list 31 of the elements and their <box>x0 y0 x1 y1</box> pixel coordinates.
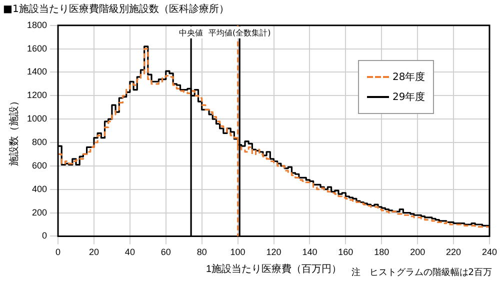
y-tick-label: 600 <box>32 160 48 170</box>
x-tick-label: 0 <box>56 247 61 258</box>
x-tick-label: 20 <box>88 247 99 258</box>
text: 注 ヒストグラムの階級幅は2百万 <box>351 266 492 278</box>
x-tick-label: 100 <box>230 247 246 258</box>
x-tick-label: 200 <box>410 247 426 258</box>
y-tick-label: 1200 <box>26 90 48 100</box>
y-tick-label: 200 <box>32 207 48 218</box>
y-axis-title: 施設数（施設） <box>8 96 20 166</box>
chart-title: ■1施設当たり医療費階級別施設数（医科診療所） <box>3 2 229 17</box>
ref-line-label: 平均値(全数集計) <box>208 28 271 38</box>
x-tick-label: 60 <box>160 247 171 258</box>
legend-label: 28年度 <box>392 70 426 84</box>
x-axis-title: 1施設当たり医療費（百万円） <box>206 262 342 275</box>
x-tick-label: 120 <box>266 247 282 258</box>
y-tick-label: 0 <box>42 230 48 241</box>
x-tick-label: 220 <box>446 247 462 258</box>
y-tick-label: 1400 <box>26 66 48 77</box>
x-tick-label: 240 <box>482 247 498 258</box>
y-tick-label: 400 <box>32 184 48 194</box>
legend-label: 29年度 <box>392 90 426 104</box>
x-tick-label: 140 <box>302 247 318 258</box>
x-tick-label: 80 <box>196 247 207 258</box>
y-tick-label: 1600 <box>26 43 48 54</box>
x-tick-label: 180 <box>374 247 390 258</box>
y-tick-label: 1000 <box>26 114 48 124</box>
ref-line-label: 中央値 <box>179 28 204 38</box>
x-tick-label: 40 <box>124 247 135 258</box>
y-tick-label: 1800 <box>26 20 48 30</box>
y-tick-label: 800 <box>32 136 48 147</box>
x-tick-label: 160 <box>338 247 354 258</box>
